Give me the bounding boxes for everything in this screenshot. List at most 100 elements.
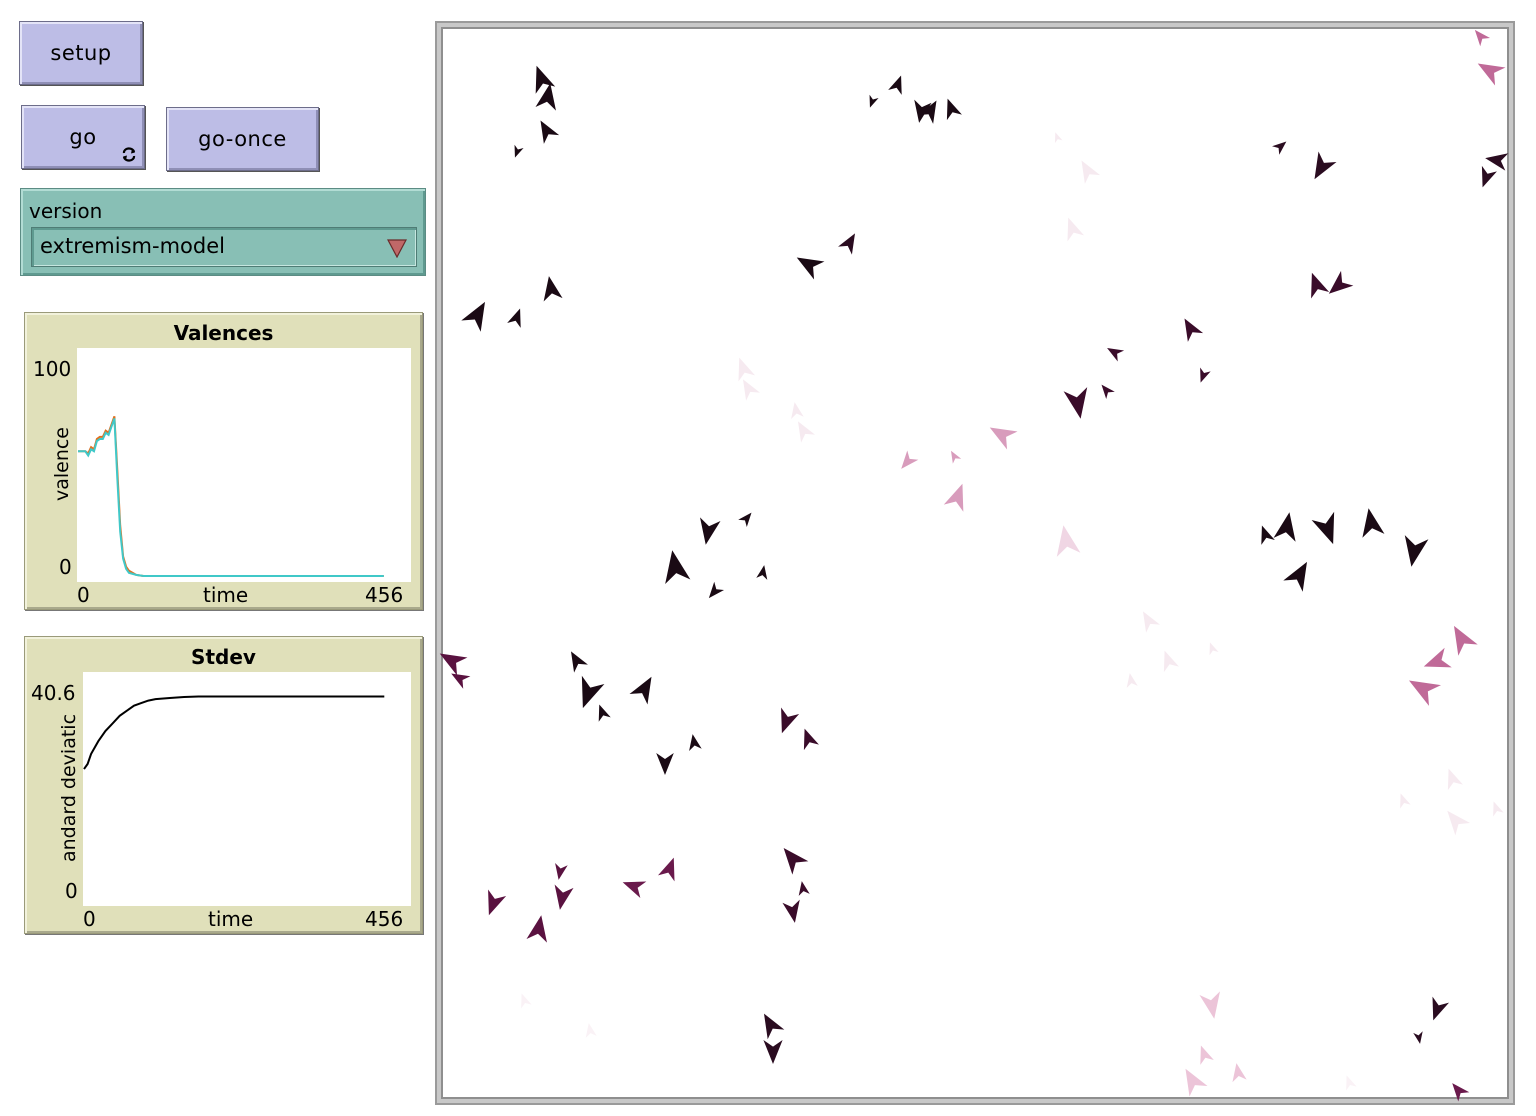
turtle-agent — [581, 675, 605, 709]
turtle-agent — [700, 517, 721, 545]
turtle-agent — [1200, 1045, 1214, 1065]
turtle-agent — [781, 707, 800, 734]
valences-chart — [78, 415, 384, 577]
turtle-agent — [798, 881, 810, 896]
turtle-agent — [1054, 132, 1063, 144]
valences-plot-area — [77, 348, 411, 582]
turtle-agent — [629, 676, 652, 705]
valences-xlabel: time — [203, 583, 249, 607]
stdev-xlabel: time — [208, 907, 254, 931]
valences-xmax-label: 456 — [365, 583, 404, 607]
setup-button[interactable]: setup — [19, 21, 143, 85]
turtle-agent — [1311, 511, 1335, 545]
turtle-agent — [1485, 153, 1509, 171]
valences-series-1 — [78, 415, 384, 577]
turtle-agent — [657, 857, 675, 882]
turtle-agent — [764, 1013, 785, 1040]
stdev-ymax-label: 40.6 — [31, 681, 76, 705]
stdev-xmin-label: 0 — [83, 907, 96, 931]
turtle-agent — [783, 848, 809, 875]
turtle-agent — [943, 483, 964, 512]
turtle-agent — [1423, 647, 1452, 668]
world-view[interactable] — [435, 21, 1515, 1105]
go-button-label: go — [69, 125, 97, 149]
turtle-agent — [1452, 1083, 1470, 1102]
turtle-agent — [798, 421, 815, 443]
go-button[interactable]: go — [21, 105, 145, 169]
turtle-agent — [1404, 535, 1429, 567]
turtle-agent — [1199, 991, 1220, 1019]
version-select[interactable]: extremism-model — [31, 227, 417, 267]
turtle-agent — [743, 379, 760, 401]
turtle-agent — [1184, 318, 1204, 342]
turtle-agent — [989, 427, 1018, 450]
turtle-agent — [622, 881, 647, 899]
turtle-agent — [1413, 1031, 1423, 1044]
turtle-agent — [1283, 561, 1307, 592]
turtle-agent — [1067, 217, 1085, 242]
stdev-series-1 — [83, 695, 385, 770]
turtle-agent — [756, 565, 768, 580]
turtle-agent — [1185, 1068, 1208, 1097]
valences-ylabel: valence — [51, 426, 73, 502]
turtle-agent — [901, 450, 919, 469]
turtle-agent — [917, 100, 937, 124]
turtle-agent — [1101, 384, 1115, 399]
turtle-agent — [1063, 387, 1088, 419]
turtle-agent — [1311, 272, 1330, 299]
turtle-agent — [1493, 801, 1504, 817]
turtle-agent — [585, 1023, 597, 1038]
go-once-button-label: go-once — [198, 127, 287, 151]
stdev-chart — [83, 695, 385, 770]
turtle-agent — [1200, 367, 1211, 383]
stdev-ylabel: andard deviatic — [58, 713, 80, 863]
turtle-agent — [796, 257, 825, 280]
turtle-agent — [1056, 525, 1081, 557]
go-once-button[interactable]: go-once — [166, 107, 319, 171]
turtle-agent — [1409, 680, 1441, 706]
stdev-ymin-label: 0 — [65, 879, 78, 903]
triangle-down-icon — [387, 239, 407, 258]
turtle-agent — [451, 673, 471, 689]
stdev-xmax-label: 456 — [365, 907, 404, 931]
turtle-agent — [838, 233, 855, 255]
turtle-agent — [521, 993, 532, 1009]
version-chooser: version extremism-model — [20, 188, 426, 276]
world-canvas — [439, 29, 1509, 1102]
turtle-agent — [946, 98, 962, 121]
turtle-agent — [1362, 508, 1385, 538]
turtle-agent — [738, 512, 752, 527]
valences-xmin-label: 0 — [77, 583, 90, 607]
forever-loop-icon — [121, 146, 137, 162]
turtle-agent — [543, 276, 563, 302]
turtle-agent — [1432, 996, 1450, 1021]
stdev-plot-area — [83, 672, 411, 906]
turtle-agent — [507, 308, 521, 328]
turtle-agent — [535, 83, 556, 111]
turtle-agent — [1209, 642, 1219, 656]
turtle-agent — [540, 120, 560, 144]
turtle-agent — [1273, 512, 1296, 542]
turtle-agent — [1143, 611, 1160, 633]
turtle-agent — [571, 651, 588, 673]
turtle-agent — [1400, 793, 1411, 809]
turtle-agent — [689, 734, 702, 751]
valences-plot-title: Valences — [173, 321, 274, 345]
turtle-agent — [1447, 768, 1463, 791]
turtle-agent — [1474, 29, 1491, 47]
turtle-agent — [738, 357, 756, 382]
turtle-agent — [1107, 348, 1125, 362]
turtle-agent — [656, 753, 674, 775]
turtle-agent — [1314, 151, 1337, 180]
turtle-agent — [1477, 63, 1506, 86]
valences-plot: Valences 100 0 valence 0 time 456 — [24, 312, 423, 610]
turtle-agent — [1163, 650, 1179, 673]
turtle-agent — [461, 301, 485, 332]
turtle-agent — [791, 402, 804, 419]
turtle-agent — [888, 75, 902, 95]
stdev-plot: Stdev 40.6 0 andard deviatic 0 time 456 — [24, 636, 423, 934]
turtle-agent — [1081, 160, 1101, 184]
turtle-agent — [439, 653, 468, 676]
turtle-agent — [665, 550, 691, 584]
turtle-agent — [1454, 625, 1478, 656]
